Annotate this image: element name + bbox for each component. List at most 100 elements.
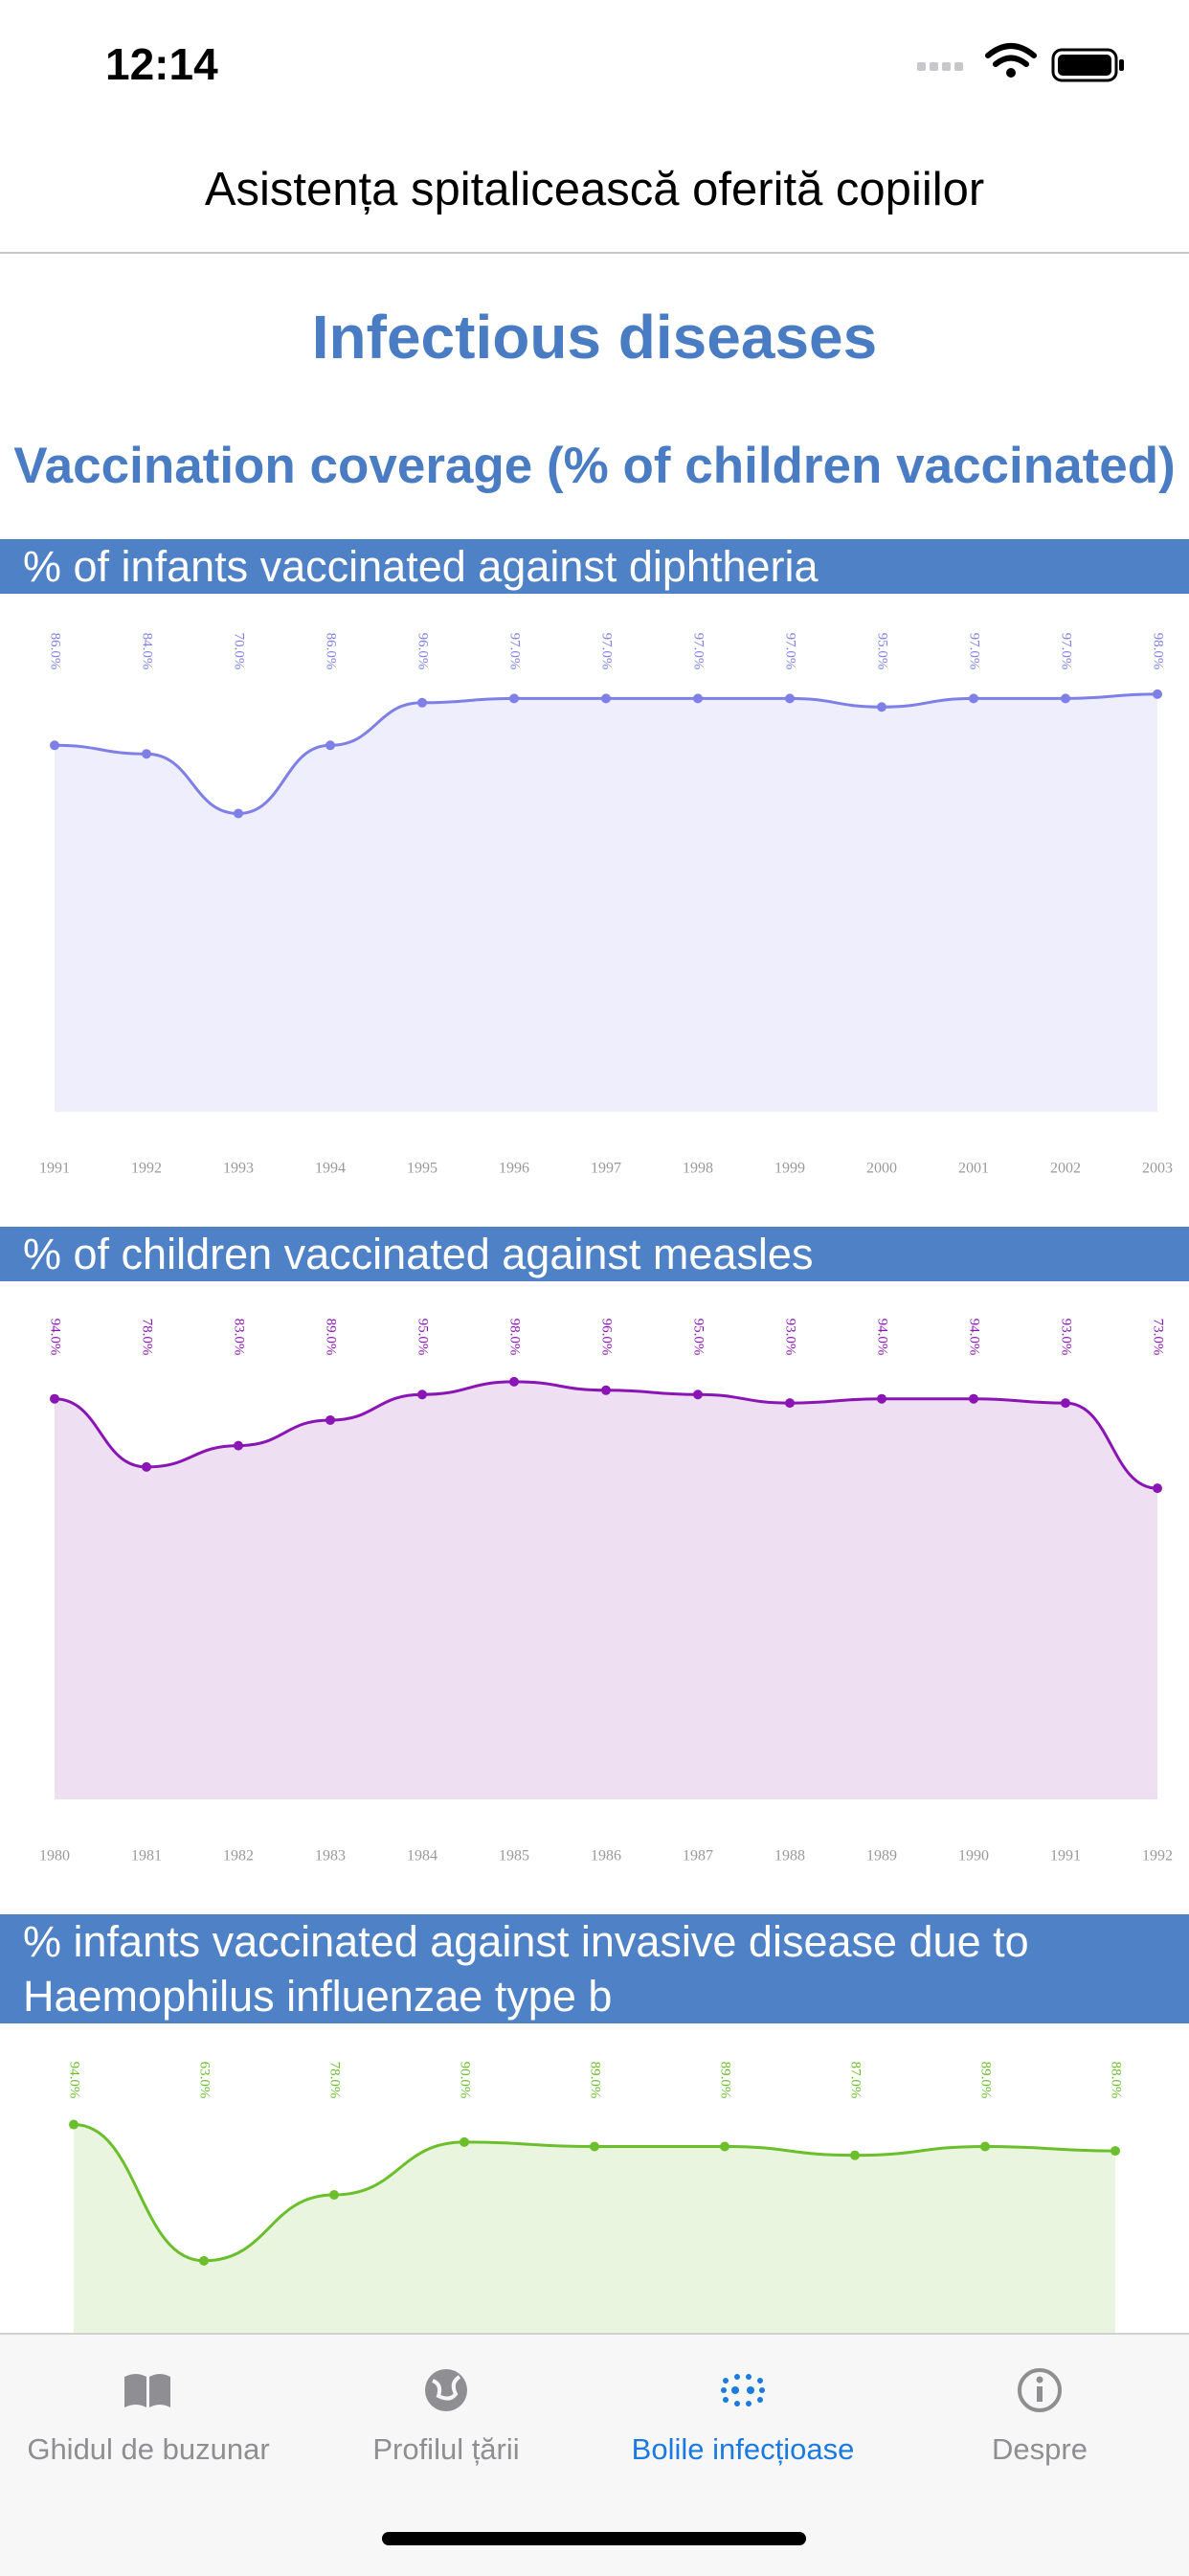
data-label: 98.0% bbox=[507, 1319, 523, 1356]
x-tick-label: 1997 bbox=[591, 1161, 621, 1177]
point bbox=[1061, 1398, 1070, 1409]
tab-bar: Ghidul de buzunar Profilul țării Bolile … bbox=[0, 2333, 1189, 2576]
data-label: 97.0% bbox=[599, 633, 615, 670]
x-tick-label: 2002 bbox=[1050, 1161, 1081, 1177]
tab-label[interactable]: Despre bbox=[992, 2432, 1088, 2466]
point bbox=[969, 693, 978, 704]
x-tick-label: 1980 bbox=[39, 1848, 70, 1864]
x-tick-label: 1985 bbox=[499, 1848, 529, 1864]
point bbox=[199, 2255, 209, 2266]
section-title: Infectious diseases bbox=[311, 303, 878, 372]
x-tick-label: 1998 bbox=[683, 1161, 713, 1177]
data-label: 94.0% bbox=[875, 1319, 890, 1356]
point bbox=[980, 2141, 990, 2152]
point bbox=[142, 749, 151, 759]
data-label: 89.0% bbox=[718, 2062, 733, 2099]
x-tick-label: 1992 bbox=[1142, 1848, 1173, 1864]
data-label: 90.0% bbox=[458, 2062, 473, 2099]
x-tick-label: 1999 bbox=[774, 1161, 805, 1177]
x-tick-label: 1992 bbox=[131, 1161, 162, 1177]
point bbox=[1110, 2146, 1120, 2157]
status-time: 12:14 bbox=[105, 39, 218, 89]
data-label: 94.0% bbox=[48, 1319, 63, 1356]
x-tick-label: 1991 bbox=[39, 1161, 70, 1177]
data-label: 84.0% bbox=[140, 633, 155, 670]
data-label: 86.0% bbox=[48, 633, 63, 670]
x-tick-label: 2003 bbox=[1142, 1161, 1173, 1177]
point bbox=[590, 2141, 599, 2152]
chart-title: % of infants vaccinated against diphther… bbox=[0, 539, 1189, 594]
data-label: 93.0% bbox=[783, 1319, 798, 1356]
point bbox=[850, 2150, 860, 2160]
x-tick-label: 1995 bbox=[407, 1161, 437, 1177]
x-tick-label: 1990 bbox=[958, 1848, 989, 1864]
data-label: 88.0% bbox=[1109, 2062, 1124, 2099]
x-tick-label: 1988 bbox=[774, 1848, 805, 1864]
x-tick-label: 1986 bbox=[591, 1848, 621, 1864]
data-label: 97.0% bbox=[691, 633, 707, 670]
line bbox=[73, 2123, 1116, 2263]
data-label: 95.0% bbox=[875, 633, 890, 670]
area bbox=[55, 693, 1157, 1112]
x-tick-label: 1982 bbox=[223, 1848, 254, 1864]
point bbox=[785, 1398, 795, 1409]
point bbox=[601, 1385, 611, 1395]
data-label: 78.0% bbox=[327, 2062, 343, 2099]
data-label: 63.0% bbox=[197, 2062, 213, 2099]
data-label: 87.0% bbox=[848, 2062, 864, 2099]
point bbox=[969, 1393, 978, 1404]
point bbox=[234, 808, 243, 819]
x-tick-label: 1994 bbox=[315, 1161, 346, 1177]
point bbox=[325, 1414, 335, 1425]
x-tick-label: 1991 bbox=[1050, 1848, 1081, 1864]
data-label: 94.0% bbox=[967, 1319, 982, 1356]
point bbox=[1153, 689, 1162, 699]
data-label: 95.0% bbox=[415, 1319, 431, 1356]
data-label: 97.0% bbox=[1059, 633, 1074, 670]
x-tick-label: 2001 bbox=[958, 1161, 989, 1177]
data-label: 73.0% bbox=[1151, 1319, 1166, 1356]
chart-title: % of children vaccinated against measles bbox=[0, 1227, 1189, 1281]
point bbox=[329, 2189, 339, 2200]
area bbox=[55, 1381, 1157, 1799]
point bbox=[601, 693, 611, 704]
point bbox=[417, 697, 427, 708]
point bbox=[417, 1390, 427, 1400]
point bbox=[325, 740, 335, 751]
point bbox=[460, 2136, 469, 2147]
nav-title: Asistența spitalicească oferită copiilor bbox=[204, 164, 985, 215]
x-tick-label: 1987 bbox=[683, 1848, 713, 1864]
point bbox=[509, 693, 519, 704]
data-label: 70.0% bbox=[232, 633, 247, 670]
point bbox=[1153, 1483, 1162, 1494]
data-label: 93.0% bbox=[1059, 1319, 1074, 1356]
point bbox=[509, 1376, 519, 1387]
x-tick-label: 1983 bbox=[315, 1848, 346, 1864]
data-label: 95.0% bbox=[691, 1319, 707, 1356]
data-label: 78.0% bbox=[140, 1319, 155, 1356]
point bbox=[1061, 693, 1070, 704]
point bbox=[877, 1393, 886, 1404]
data-label: 97.0% bbox=[783, 633, 798, 670]
data-label: 97.0% bbox=[507, 633, 523, 670]
point bbox=[693, 693, 703, 704]
tab-label[interactable]: Profilul țării bbox=[372, 2432, 520, 2466]
x-tick-label: 1996 bbox=[499, 1161, 529, 1177]
point bbox=[50, 1393, 59, 1404]
data-label: 89.0% bbox=[588, 2062, 603, 2099]
nav-separator bbox=[0, 252, 1189, 254]
point bbox=[693, 1390, 703, 1400]
data-label: 96.0% bbox=[415, 633, 431, 670]
tab-label[interactable]: Bolile infecțioase bbox=[631, 2432, 855, 2466]
point bbox=[142, 1461, 151, 1472]
data-label: 97.0% bbox=[967, 633, 982, 670]
x-tick-label: 2000 bbox=[866, 1161, 897, 1177]
tab-label[interactable]: Ghidul de buzunar bbox=[27, 2432, 270, 2466]
point bbox=[720, 2141, 729, 2152]
status-icons bbox=[917, 43, 1124, 82]
point bbox=[50, 740, 59, 751]
tab-icons bbox=[124, 2368, 1062, 2545]
x-tick-label: 1989 bbox=[866, 1848, 897, 1864]
